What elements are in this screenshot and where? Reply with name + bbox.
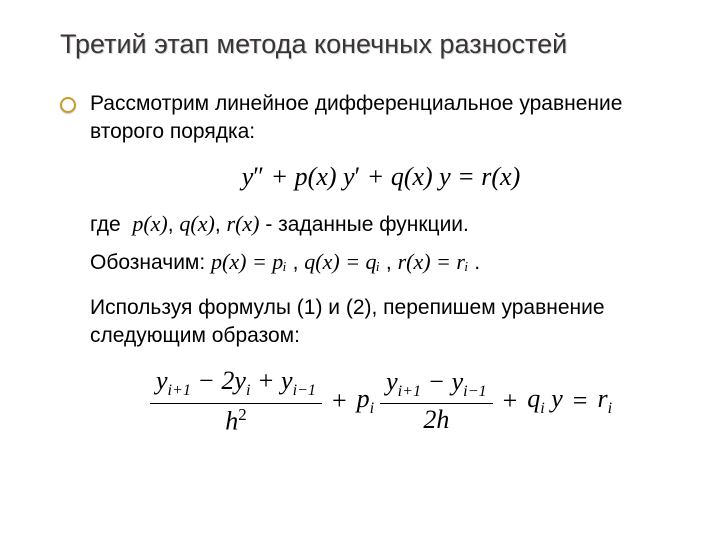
- dsep2: ,: [380, 251, 398, 274]
- denote-end: .: [474, 251, 480, 274]
- r-eq: r(x) = rᵢ: [398, 249, 469, 274]
- where-tail: - заданные функции.: [265, 213, 469, 236]
- body-block: Рассмотрим линейное дифференциальное ура…: [60, 90, 672, 435]
- paragraph-1: Рассмотрим линейное дифференциальное ура…: [90, 90, 672, 147]
- denote-line: Обозначим: p(x) = pᵢ , q(x) = qᵢ , r(x) …: [90, 244, 672, 280]
- p-eq: p(x) = pᵢ: [211, 249, 287, 274]
- plus-2: +: [499, 386, 522, 416]
- slide-title: Третий этап метода конечных разностей: [60, 28, 672, 62]
- equation-discrete: yi+1 − 2yi + yi−1 h2 + pi yi+1 − yi−1 2h…: [90, 368, 672, 434]
- dsep1: ,: [287, 251, 305, 274]
- bullet-icon: [60, 97, 76, 113]
- rx-symbol: r(x): [227, 211, 260, 236]
- denote-label: Обозначим:: [90, 251, 211, 274]
- body-content: Рассмотрим линейное дифференциальное ура…: [90, 90, 672, 435]
- qx-symbol: q(x): [179, 211, 214, 236]
- q-eq: q(x) = qᵢ: [304, 249, 380, 274]
- where-word: где: [90, 213, 121, 236]
- paragraph-2: Используя формулы (1) и (2), перепишем у…: [90, 294, 672, 351]
- sep2: ,: [215, 213, 227, 236]
- frac-first-derivative: yi+1 − yi−1 2h: [380, 369, 492, 433]
- px-symbol: p(x): [132, 211, 167, 236]
- where-line: где p(x), q(x), r(x) - заданные функции.: [90, 206, 672, 242]
- slide: Третий этап метода конечных разностей Ра…: [0, 0, 720, 540]
- equation-ode: y″ + p(x) y′ + q(x) y = r(x): [90, 162, 672, 192]
- frac-second-derivative: yi+1 − 2yi + yi−1 h2: [150, 368, 322, 434]
- pi-coef: pi: [357, 384, 374, 418]
- qiy-term: qi y: [527, 384, 563, 418]
- ri-term: ri: [597, 384, 612, 418]
- plus-1: +: [328, 386, 351, 416]
- eq-ode-text: y″ + p(x) y′ + q(x) y = r(x): [242, 162, 521, 191]
- sep1: ,: [168, 213, 180, 236]
- equals: =: [569, 386, 592, 416]
